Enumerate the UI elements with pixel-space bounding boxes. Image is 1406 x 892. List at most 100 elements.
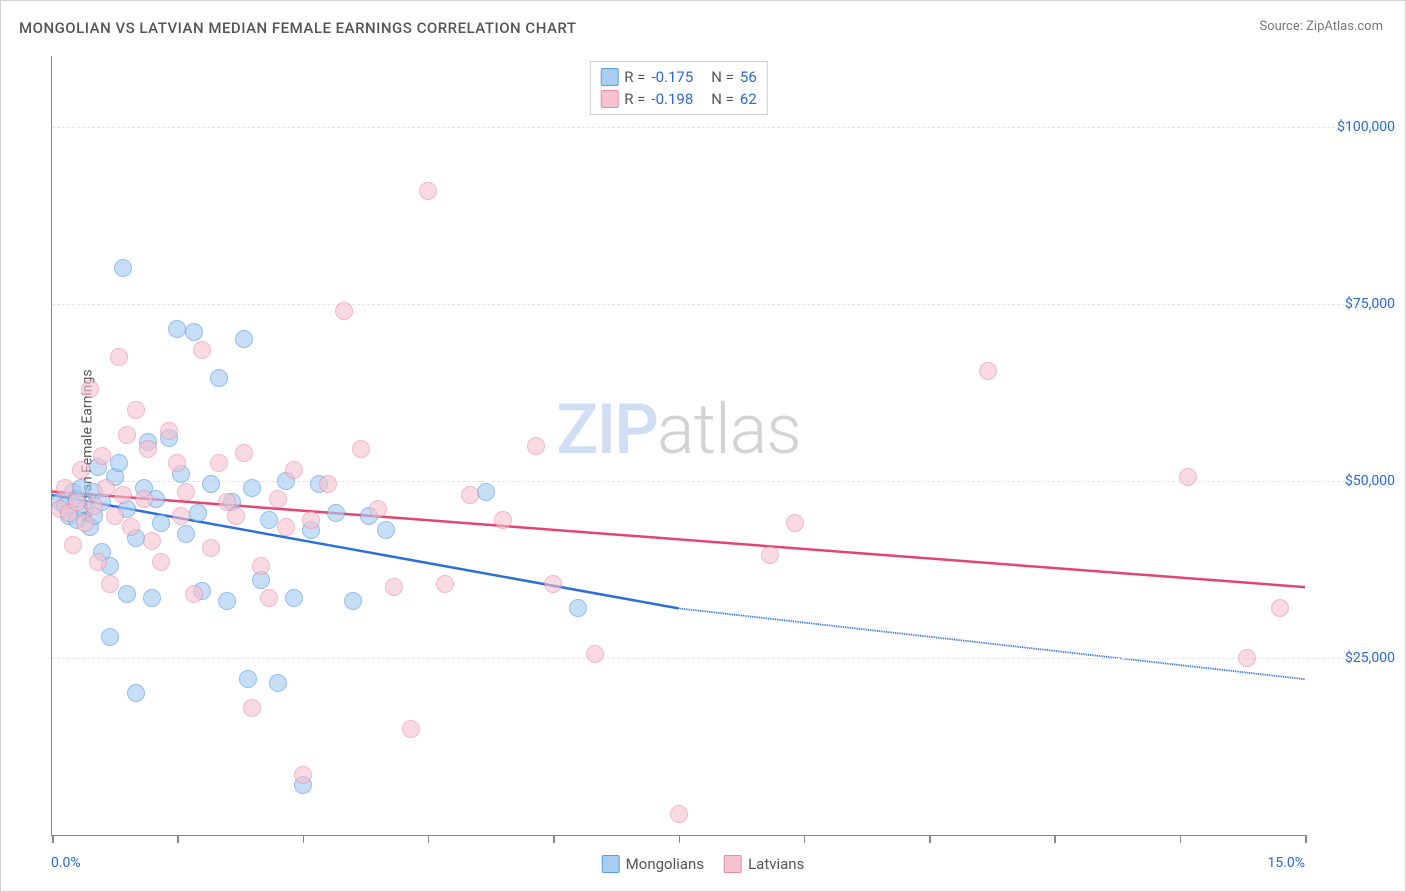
scatter-point: [218, 592, 236, 610]
scatter-point: [335, 302, 353, 320]
scatter-point: [152, 514, 170, 532]
legend-swatch: [602, 855, 620, 873]
scatter-point: [68, 493, 86, 511]
scatter-point: [227, 507, 245, 525]
scatter-point: [260, 589, 278, 607]
scatter-point: [352, 440, 370, 458]
scatter-point: [235, 330, 253, 348]
scatter-point: [402, 720, 420, 738]
series-legend-label: Mongolians: [626, 855, 704, 873]
r-value: -0.175: [651, 68, 693, 86]
scatter-point: [143, 589, 161, 607]
scatter-point: [210, 454, 228, 472]
source-label: Source: ZipAtlas.com: [1259, 19, 1383, 34]
legend-swatch: [724, 855, 742, 873]
scatter-point: [461, 486, 479, 504]
scatter-point: [277, 518, 295, 536]
scatter-point: [110, 454, 128, 472]
stats-legend-row: R =-0.198N =62: [600, 88, 757, 110]
scatter-point: [477, 483, 495, 501]
x-tick: [52, 835, 54, 843]
x-tick: [929, 835, 931, 843]
scatter-point: [185, 323, 203, 341]
scatter-point: [114, 486, 132, 504]
scatter-point: [193, 341, 211, 359]
scatter-point: [544, 575, 562, 593]
stats-legend-row: R =-0.175N =56: [600, 66, 757, 88]
scatter-point: [97, 479, 115, 497]
legend-swatch: [600, 68, 618, 86]
scatter-point: [252, 557, 270, 575]
x-tick: [1180, 835, 1182, 843]
scatter-point: [319, 475, 337, 493]
chart-container: MONGOLIAN VS LATVIAN MEDIAN FEMALE EARNI…: [0, 0, 1406, 892]
scatter-point: [118, 585, 136, 603]
scatter-point: [210, 369, 228, 387]
scatter-point: [302, 511, 320, 529]
gridline: [52, 304, 1395, 305]
y-tick-label: $75,000: [1315, 296, 1395, 312]
scatter-point: [202, 475, 220, 493]
series-legend-label: Latvians: [748, 855, 804, 873]
scatter-point: [135, 490, 153, 508]
scatter-point: [101, 575, 119, 593]
x-tick: [303, 835, 305, 843]
scatter-point: [1271, 599, 1289, 617]
scatter-point: [1179, 468, 1197, 486]
scatter-point: [81, 380, 99, 398]
scatter-point: [239, 670, 257, 688]
scatter-point: [160, 422, 178, 440]
scatter-point: [344, 592, 362, 610]
scatter-point: [369, 500, 387, 518]
legend-swatch: [600, 90, 618, 108]
scatter-point: [89, 553, 107, 571]
chart-title: MONGOLIAN VS LATVIAN MEDIAN FEMALE EARNI…: [19, 19, 577, 37]
scatter-point: [143, 532, 161, 550]
scatter-point: [177, 525, 195, 543]
scatter-point: [152, 553, 170, 571]
scatter-point: [327, 504, 345, 522]
x-axis-min-label: 0.0%: [51, 855, 81, 871]
scatter-point: [269, 674, 287, 692]
series-legend: Mongolians Latvians: [602, 855, 805, 873]
scatter-point: [101, 628, 119, 646]
x-tick: [177, 835, 179, 843]
scatter-point: [127, 401, 145, 419]
x-axis-max-label: 15.0%: [1267, 855, 1305, 871]
y-tick-label: $25,000: [1315, 650, 1395, 666]
scatter-point: [761, 546, 779, 564]
n-value: 62: [740, 90, 757, 108]
n-label: N =: [711, 68, 734, 86]
scatter-point: [114, 259, 132, 277]
scatter-point: [168, 454, 186, 472]
watermark: ZIPatlas: [556, 389, 801, 471]
n-label: N =: [711, 90, 734, 108]
x-tick: [1054, 835, 1056, 843]
gridline: [52, 127, 1395, 128]
scatter-point: [294, 766, 312, 784]
scatter-point: [260, 511, 278, 529]
scatter-point: [72, 461, 90, 479]
scatter-point: [139, 440, 157, 458]
scatter-point: [569, 599, 587, 617]
series-legend-item: Latvians: [724, 855, 804, 873]
scatter-point: [419, 182, 437, 200]
x-tick: [679, 835, 681, 843]
scatter-point: [106, 507, 124, 525]
x-tick: [804, 835, 806, 843]
scatter-point: [76, 514, 94, 532]
y-tick-label: $50,000: [1315, 473, 1395, 489]
scatter-point: [118, 426, 136, 444]
plot-area: ZIPatlas R =-0.175N =56R =-0.198N =62 $2…: [51, 56, 1305, 836]
scatter-point: [377, 521, 395, 539]
scatter-point: [285, 461, 303, 479]
scatter-point: [586, 645, 604, 663]
scatter-point: [127, 684, 145, 702]
scatter-point: [122, 518, 140, 536]
scatter-point: [235, 444, 253, 462]
gridline: [52, 658, 1395, 659]
scatter-point: [177, 483, 195, 501]
scatter-point: [243, 479, 261, 497]
scatter-point: [168, 320, 186, 338]
scatter-point: [527, 437, 545, 455]
